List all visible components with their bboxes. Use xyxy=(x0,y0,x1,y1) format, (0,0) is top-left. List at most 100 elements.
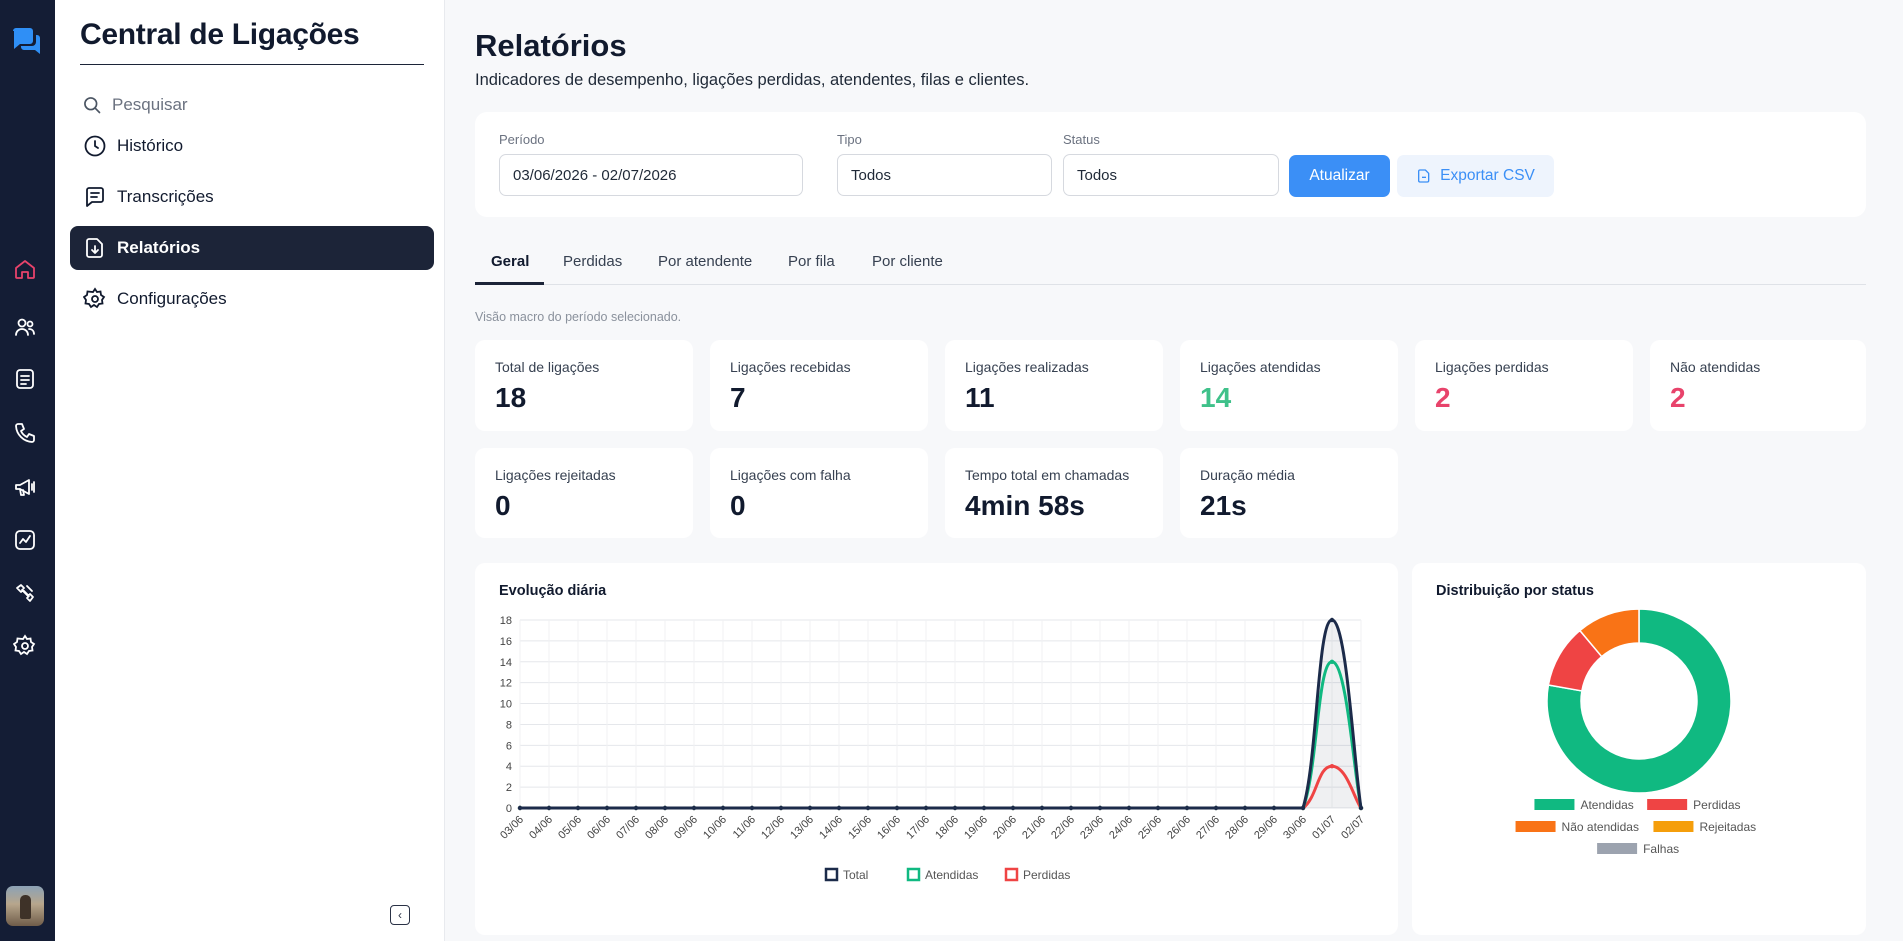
legend-swatch xyxy=(906,867,921,882)
tab-geral[interactable]: Geral xyxy=(491,253,530,270)
kpi-card: Total de ligações 18 xyxy=(475,340,693,431)
x-tick-label: 21/06 xyxy=(1020,814,1048,842)
kpi-card: Duração média 21s xyxy=(1180,448,1398,538)
contacts-icon[interactable] xyxy=(12,314,38,340)
data-point xyxy=(1068,805,1074,811)
avatar[interactable] xyxy=(6,886,44,926)
sidebar-item-transcricoes[interactable]: Transcrições xyxy=(70,175,434,219)
file-export-icon xyxy=(1418,169,1430,183)
x-tick-label: 23/06 xyxy=(1078,814,1106,842)
phone-icon[interactable] xyxy=(12,420,38,446)
kpi-label: Tempo total em chamadas xyxy=(965,467,1130,483)
search-input[interactable] xyxy=(112,95,392,115)
status-select[interactable]: Todos xyxy=(1063,154,1279,196)
tab-por-cliente[interactable]: Por cliente xyxy=(872,253,943,270)
x-tick-label: 13/06 xyxy=(788,814,816,842)
y-tick-label: 4 xyxy=(506,761,512,773)
chart-title: Distribuição por status xyxy=(1436,583,1594,599)
legend-label: Total xyxy=(843,868,868,882)
type-label: Tipo xyxy=(837,132,862,147)
notes-icon[interactable] xyxy=(12,366,38,392)
legend-swatch xyxy=(824,867,839,882)
report-download-icon xyxy=(86,238,103,258)
collapse-sidebar-button[interactable]: ‹ xyxy=(390,905,410,925)
chart-icon[interactable] xyxy=(12,527,38,553)
x-tick-label: 24/06 xyxy=(1107,814,1135,842)
status-label: Status xyxy=(1063,132,1100,147)
sidebar-item-configuracoes[interactable]: Configurações xyxy=(70,277,434,321)
gear-icon xyxy=(83,287,106,309)
daily-line-chart: 0 2 4 6 8 10 12 14 16 18 03/06 04/06 05/06 06/06 07/06… xyxy=(498,615,1367,882)
report-tabs: Geral Perdidas Por atendente Por fila Po… xyxy=(475,245,1866,285)
legend-swatch xyxy=(1597,843,1638,854)
data-point xyxy=(749,805,755,811)
kpi-card: Não atendidas 2 xyxy=(1650,340,1866,431)
status-chart-card: Distribuição por status Atendidas Perdida… xyxy=(1412,563,1866,935)
data-point xyxy=(720,805,726,811)
data-point xyxy=(691,805,697,811)
x-tick-label: 06/06 xyxy=(585,814,613,842)
series-line-atendidas xyxy=(520,660,1363,810)
icon-rail xyxy=(0,0,55,941)
period-field[interactable]: 03/06/2026 - 02/07/2026 xyxy=(499,154,803,196)
tools-icon[interactable] xyxy=(12,580,38,606)
filters-panel: Período 03/06/2026 - 02/07/2026 Tipo Tod… xyxy=(475,112,1866,217)
kpi-value: 2 xyxy=(1670,382,1686,413)
status-donut-chart: Atendidas Perdidas Não atendidas Rejeitadas… xyxy=(1515,608,1756,856)
tab-por-fila[interactable]: Por fila xyxy=(788,253,835,270)
x-tick-label: 02/07 xyxy=(1339,814,1367,842)
data-point xyxy=(1300,805,1306,811)
type-select[interactable]: Todos xyxy=(837,154,1052,196)
sidebar-item-historico[interactable]: Histórico xyxy=(70,124,434,168)
data-point xyxy=(1039,805,1045,811)
x-tick-label: 12/06 xyxy=(759,814,787,842)
clock-icon xyxy=(84,135,106,157)
data-point xyxy=(1329,617,1335,623)
period-value: 03/06/2026 - 02/07/2026 xyxy=(513,166,677,184)
chat-bubbles-icon[interactable] xyxy=(10,26,42,58)
slice-não-atendidas xyxy=(1578,608,1640,658)
daily-chart-card: Evolução diária 0 2 4 6 8 10 12 14 16 18 03/06 04/0… xyxy=(475,563,1398,935)
megaphone-icon[interactable] xyxy=(12,474,38,500)
data-point xyxy=(778,805,784,811)
divider xyxy=(80,64,424,65)
x-tick-label: 17/06 xyxy=(904,814,932,842)
sidebar-item-label: Transcrições xyxy=(117,187,214,206)
data-point xyxy=(1184,805,1190,811)
x-tick-label: 22/06 xyxy=(1049,814,1077,842)
kpi-label: Ligações realizadas xyxy=(965,359,1089,375)
sidebar-item-label: Histórico xyxy=(117,136,184,155)
update-button[interactable]: Atualizar xyxy=(1289,155,1390,197)
kpi-label: Total de ligações xyxy=(495,359,600,375)
tab-por-atendente[interactable]: Por atendente xyxy=(658,253,753,270)
x-tick-label: 29/06 xyxy=(1252,814,1280,842)
home-icon[interactable] xyxy=(12,256,38,282)
export-csv-button[interactable]: Exportar CSV xyxy=(1397,155,1554,197)
sidebar-item-label: Relatórios xyxy=(117,238,201,257)
type-value: Todos xyxy=(851,166,892,184)
legend-swatch xyxy=(1515,821,1556,832)
tab-perdidas[interactable]: Perdidas xyxy=(563,253,623,270)
data-point xyxy=(1271,805,1277,811)
kpi-label: Ligações perdidas xyxy=(1435,359,1549,375)
sidebar-item-relatorios[interactable]: Relatórios xyxy=(70,226,434,270)
data-point xyxy=(836,805,842,811)
data-point xyxy=(1242,805,1248,811)
slice-atendidas xyxy=(1546,608,1732,794)
y-tick-label: 16 xyxy=(500,636,512,648)
y-tick-label: 18 xyxy=(500,615,512,627)
settings-icon[interactable] xyxy=(12,633,38,659)
period-label: Período xyxy=(499,132,545,147)
x-tick-label: 16/06 xyxy=(875,814,903,842)
x-tick-label: 18/06 xyxy=(933,814,961,842)
y-tick-label: 6 xyxy=(506,740,512,752)
x-tick-label: 11/06 xyxy=(731,814,758,841)
x-tick-label: 04/06 xyxy=(527,814,555,842)
data-point xyxy=(546,805,552,811)
kpi-label: Ligações recebidas xyxy=(730,359,851,375)
legend-label: Perdidas xyxy=(1693,798,1740,812)
kpi-value: 7 xyxy=(730,382,746,413)
status-value: Todos xyxy=(1077,166,1118,184)
chevron-left-icon: ‹ xyxy=(398,908,402,922)
x-tick-label: 20/06 xyxy=(991,814,1019,842)
